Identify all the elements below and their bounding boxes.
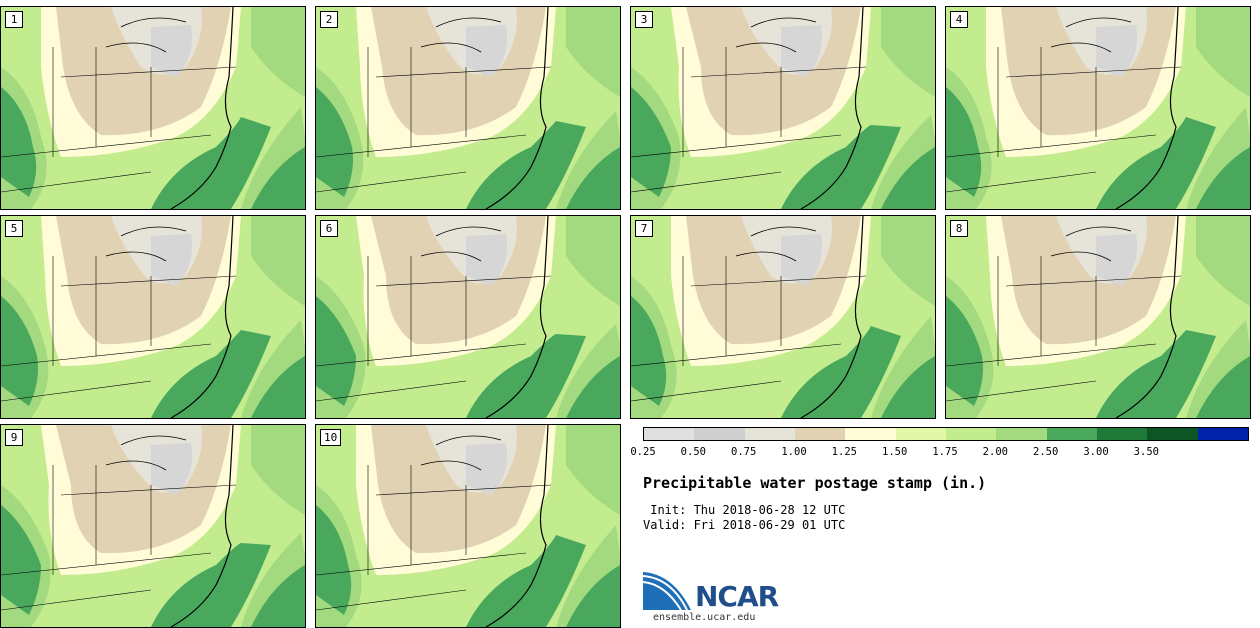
panel-number: 8	[950, 220, 968, 237]
colorbar-swatch	[694, 428, 745, 440]
postage-stamp-map-1: 1	[0, 6, 306, 210]
postage-stamp-map-9: 9	[0, 424, 306, 628]
precip-water-field	[1, 7, 305, 209]
colorbar-swatch	[945, 428, 997, 440]
logo-name: NCAR	[695, 580, 779, 613]
ncar-logo-icon	[643, 572, 691, 611]
postage-stamp-map-3: 3	[630, 6, 936, 210]
colorbar-tick-label: 0.75	[731, 446, 757, 458]
postage-stamp-map-7: 7	[630, 215, 936, 419]
precip-water-field	[946, 216, 1250, 418]
logo-url: ensemble.ucar.edu	[653, 612, 756, 623]
map-title: Precipitable water postage stamp (in.)	[643, 474, 987, 492]
panel-number: 6	[320, 220, 338, 237]
colorbar-tick-label: 0.50	[680, 446, 706, 458]
colorbar-tick-label: 3.00	[1083, 446, 1109, 458]
init-time: Init: Thu 2018-06-28 12 UTC	[643, 503, 846, 517]
colorbar-tick-label: 0.25	[630, 446, 656, 458]
colorbar-swatch	[1147, 428, 1198, 440]
panel-number: 5	[5, 220, 23, 237]
postage-stamp-map-5: 5	[0, 215, 306, 419]
colorbar-swatch	[845, 428, 896, 440]
colorbar-tick-label: 1.75	[932, 446, 958, 458]
panel-number: 4	[950, 11, 968, 28]
panel-number: 10	[320, 429, 342, 446]
panel-number: 9	[5, 429, 23, 446]
colorbar-tick-label: 1.00	[781, 446, 807, 458]
colorbar	[643, 427, 1249, 441]
colorbar-swatch	[1197, 428, 1248, 440]
precip-water-field	[1, 216, 305, 418]
colorbar-swatch	[895, 428, 946, 440]
postage-stamp-map-4: 4	[945, 6, 1251, 210]
postage-stamp-map-2: 2	[315, 6, 621, 210]
colorbar-tick-label: 1.25	[831, 446, 857, 458]
colorbar-tick-label: 3.50	[1133, 446, 1159, 458]
precip-water-field	[631, 216, 935, 418]
colorbar-swatch	[1096, 428, 1148, 440]
precip-water-field	[631, 7, 935, 209]
precip-water-field	[946, 7, 1250, 209]
colorbar-tick-label: 1.50	[882, 446, 908, 458]
colorbar-tick-label: 2.00	[982, 446, 1008, 458]
colorbar-tick-label: 2.50	[1033, 446, 1059, 458]
precip-water-field	[316, 216, 620, 418]
colorbar-swatch	[644, 428, 695, 440]
postage-stamp-map-6: 6	[315, 215, 621, 419]
panel-number: 7	[635, 220, 653, 237]
colorbar-swatch	[794, 428, 846, 440]
precip-water-field	[1, 425, 305, 627]
panel-number: 2	[320, 11, 338, 28]
postage-stamp-map-8: 8	[945, 215, 1251, 419]
colorbar-swatch	[996, 428, 1047, 440]
colorbar-swatch	[1046, 428, 1097, 440]
precip-water-field	[316, 425, 620, 627]
panel-number: 1	[5, 11, 23, 28]
panel-number: 3	[635, 11, 653, 28]
colorbar-swatch	[744, 428, 795, 440]
valid-time: Valid: Fri 2018-06-29 01 UTC	[643, 518, 846, 532]
precip-water-field	[316, 7, 620, 209]
postage-stamp-map-10: 10	[315, 424, 621, 628]
